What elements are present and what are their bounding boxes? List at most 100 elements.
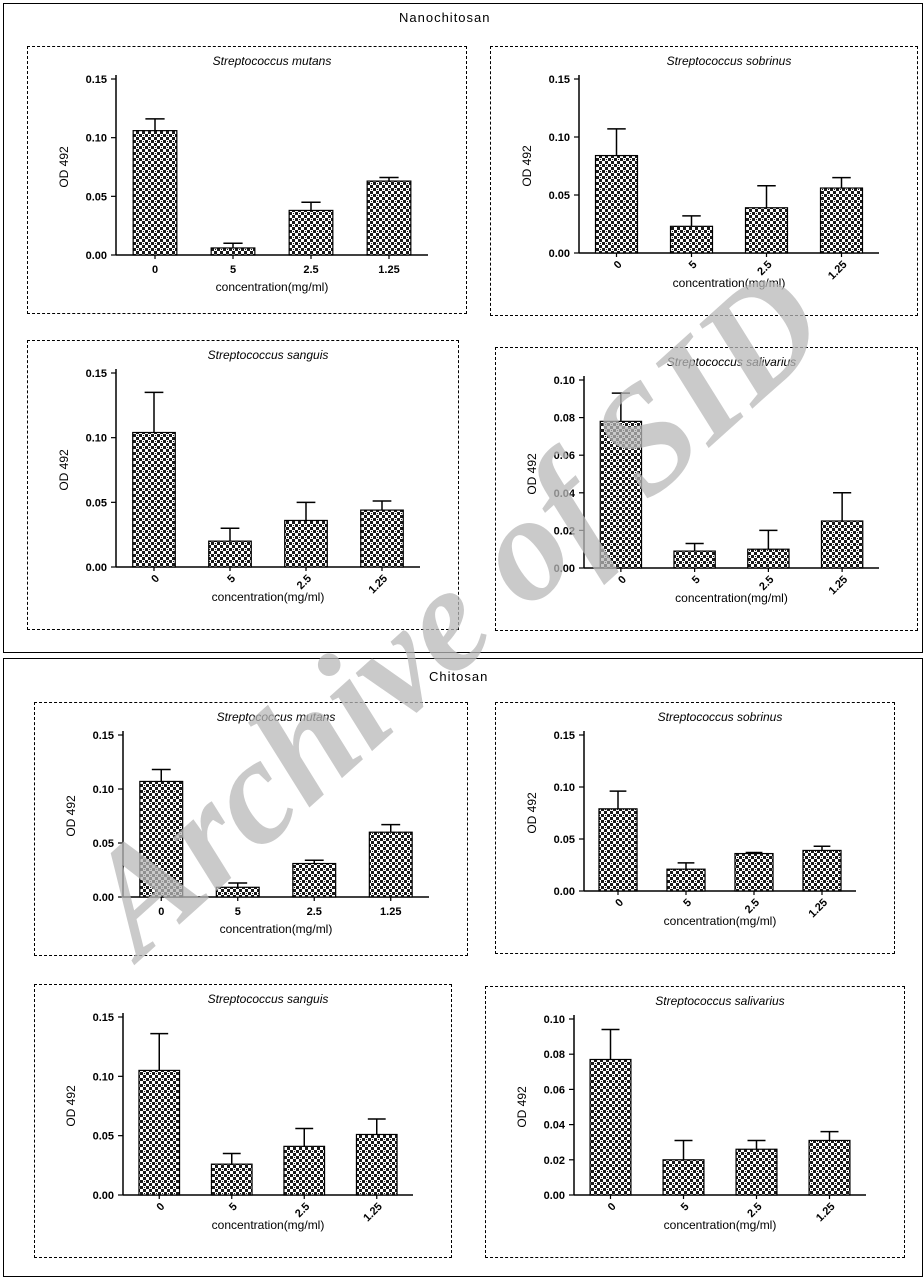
chart-panel-nano-mutans: Streptococcus mutans 0.00 0.05 0.10 0.15 OD 4… (27, 46, 467, 314)
bar (360, 509, 404, 568)
bar (669, 225, 714, 254)
bar (288, 209, 334, 256)
x-tick-label: 5 (235, 906, 241, 918)
y-tick-label: 0.05 (86, 497, 107, 509)
bar (139, 780, 184, 898)
bar (210, 247, 256, 256)
bar (666, 868, 706, 892)
y-tick-label: 0.00 (544, 1190, 565, 1202)
bar (589, 1058, 632, 1196)
chart-panel-chito-salivarius: Streptococcus salivarius 0.00 0.02 0.04 0.06… (485, 986, 905, 1258)
chart-title: Streptococcus sobrinus (658, 710, 783, 724)
x-tick-label: 2.5 (307, 906, 322, 918)
bar (132, 431, 176, 568)
y-tick-label: 0.05 (93, 838, 114, 850)
nanochitosan-section: Nanochitosan (3, 3, 923, 653)
chart-panel-chito-sobrinus: Streptococcus sobrinus 0.00 0.05 0.10 0.15 OD… (495, 702, 895, 954)
x-axis-label: concentration(mg/ml) (216, 280, 329, 294)
y-axis-label: OD 492 (64, 795, 78, 837)
bar (820, 520, 864, 569)
bar-chart: Streptococcus salivarius 0.00 0.02 0.04 0.06… (515, 994, 866, 1232)
y-tick-label: 0.10 (93, 1071, 114, 1083)
chart-title: Streptococcus sanguis (208, 992, 329, 1006)
x-axis-label: concentration(mg/ml) (664, 914, 777, 928)
x-tick-label: 5 (679, 1201, 692, 1214)
y-tick-label: 0.08 (544, 1049, 565, 1061)
chitosan-section: Chitosan (3, 658, 923, 1277)
chitosan-section-title: Chitosan (429, 669, 489, 684)
chart-title: Streptococcus mutans (213, 54, 332, 68)
x-tick-label: 1.25 (806, 897, 830, 921)
y-tick-label: 0.05 (93, 1131, 114, 1143)
bar (819, 187, 864, 254)
bar (283, 1145, 326, 1196)
x-tick-label: 5 (230, 264, 236, 276)
x-tick-label: 1.25 (826, 259, 850, 283)
chart-title: Streptococcus salivarius (667, 355, 796, 369)
x-tick-label: 1.25 (361, 1201, 385, 1225)
y-axis-label: OD 492 (520, 145, 534, 187)
x-tick-label: 0 (158, 906, 164, 918)
x-axis-label: concentration(mg/ml) (212, 1218, 325, 1232)
y-tick-label: 0.06 (554, 450, 575, 462)
chart-panel-chito-sanguis: Streptococcus sanguis 0.00 0.05 0.10 0.15 OD … (34, 984, 452, 1258)
y-axis-label: OD 492 (515, 1086, 529, 1128)
y-tick-label: 0.08 (554, 413, 575, 425)
bar (132, 130, 178, 256)
y-tick-label: 0.10 (86, 133, 107, 145)
chart-title: Streptococcus mutans (217, 710, 336, 724)
x-tick-label: 0 (616, 574, 629, 587)
y-tick-label: 0.15 (549, 74, 570, 86)
x-tick-label: 5 (690, 574, 703, 587)
bar (208, 540, 252, 568)
y-tick-label: 0.00 (86, 562, 107, 574)
x-axis-label: concentration(mg/ml) (220, 922, 333, 936)
y-tick-label: 0.05 (549, 190, 570, 202)
x-tick-label: 5 (681, 897, 694, 910)
bar-chart: Streptococcus sobrinus 0.00 0.05 0.10 0.15 OD… (525, 710, 856, 928)
bar (292, 862, 337, 898)
y-tick-label: 0.04 (554, 488, 576, 500)
y-axis-label: OD 492 (525, 453, 539, 495)
x-tick-label: 0 (613, 897, 626, 910)
y-tick-label: 0.15 (93, 730, 114, 742)
chart-title: Streptococcus salivarius (655, 994, 784, 1008)
y-tick-label: 0.00 (86, 250, 107, 262)
x-tick-label: 0 (606, 1201, 619, 1214)
x-tick-label: 0 (152, 264, 158, 276)
x-tick-label: 0 (155, 1201, 168, 1214)
bar (808, 1139, 851, 1196)
y-tick-label: 0.15 (86, 368, 107, 380)
y-tick-label: 0.00 (549, 248, 570, 260)
x-tick-label: 1.25 (827, 574, 851, 598)
y-tick-label: 0.00 (93, 892, 114, 904)
y-axis-label: OD 492 (64, 1085, 78, 1127)
bar-chart: Streptococcus salivarius 0.00 0.02 0.04 0.06… (525, 355, 879, 605)
bar-chart: Streptococcus mutans 0.00 0.05 0.10 0.15 OD 4… (57, 54, 428, 294)
bar-chart: Streptococcus mutans 0.00 0.05 0.10 0.15 OD 4… (64, 710, 429, 936)
bar (662, 1159, 705, 1196)
bar (598, 808, 638, 892)
bar (802, 849, 842, 892)
x-axis-label: concentration(mg/ml) (212, 590, 325, 604)
bar (747, 548, 790, 569)
y-tick-label: 0.15 (93, 1012, 114, 1024)
chart-panel-chito-mutans: Streptococcus mutans 0.00 0.05 0.10 0.15 OD 4… (34, 702, 468, 956)
chart-panel-nano-sanguis: Streptococcus sanguis 0.00 0.05 0.10 0.15 OD … (27, 340, 459, 630)
y-axis-label: OD 492 (57, 449, 71, 491)
y-axis-label: OD 492 (57, 146, 71, 188)
chart-panel-nano-salivarius: Streptococcus salivarius 0.00 0.02 0.04 0.06… (495, 347, 918, 631)
y-tick-label: 0.02 (554, 525, 575, 537)
bar (735, 1148, 778, 1196)
y-tick-label: 0.04 (544, 1120, 566, 1132)
bar (215, 886, 260, 898)
y-tick-label: 0.00 (554, 886, 575, 898)
y-tick-label: 0.10 (549, 132, 570, 144)
y-tick-label: 0.15 (554, 730, 575, 742)
x-axis-label: concentration(mg/ml) (675, 591, 788, 605)
bar-chart: Streptococcus sanguis 0.00 0.05 0.10 0.15 OD … (64, 992, 413, 1232)
y-tick-label: 0.05 (86, 191, 107, 203)
y-tick-label: 0.10 (86, 433, 107, 445)
y-tick-label: 0.02 (544, 1155, 565, 1167)
y-tick-label: 0.10 (93, 784, 114, 796)
